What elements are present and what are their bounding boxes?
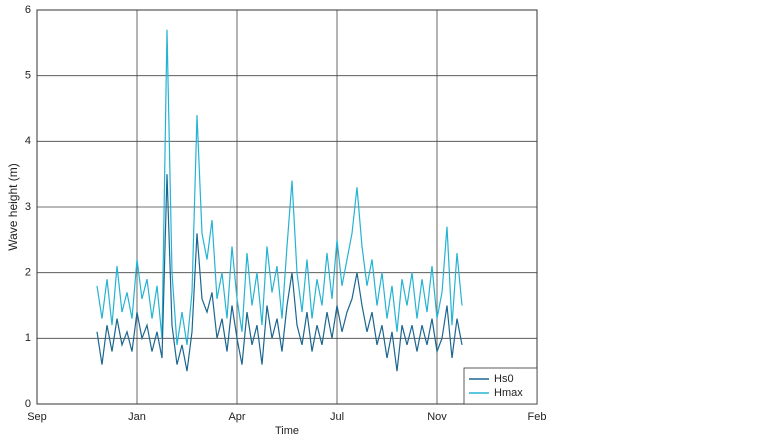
y-tick-label: 0 [25,398,31,410]
x-axis-label: Time [275,425,299,437]
series-line [96,29,463,345]
legend-label: Hs0 [494,373,514,385]
x-tick-label: Sep [27,411,47,423]
y-tick-label: 1 [25,332,31,344]
series-line [96,174,463,372]
legend-box [463,367,538,405]
legend-label: Hmax [494,387,523,399]
x-tick-label: Nov [427,411,447,423]
x-tick-label: Jul [330,411,344,423]
legend: Hs0 Hmax [463,367,538,405]
x-tick-label: Apr [228,411,245,423]
x-tick-label: Feb [528,411,547,423]
y-tick-label: 4 [25,135,31,147]
y-tick-label: 3 [25,201,31,213]
y-tick-label: 6 [25,4,31,16]
x-tick-label: Jan [128,411,146,423]
y-tick-label: 5 [25,70,31,82]
y-tick-label: 2 [25,267,31,279]
y-axis-label: Wave height (m) [6,163,20,251]
plot-frame [36,9,538,405]
